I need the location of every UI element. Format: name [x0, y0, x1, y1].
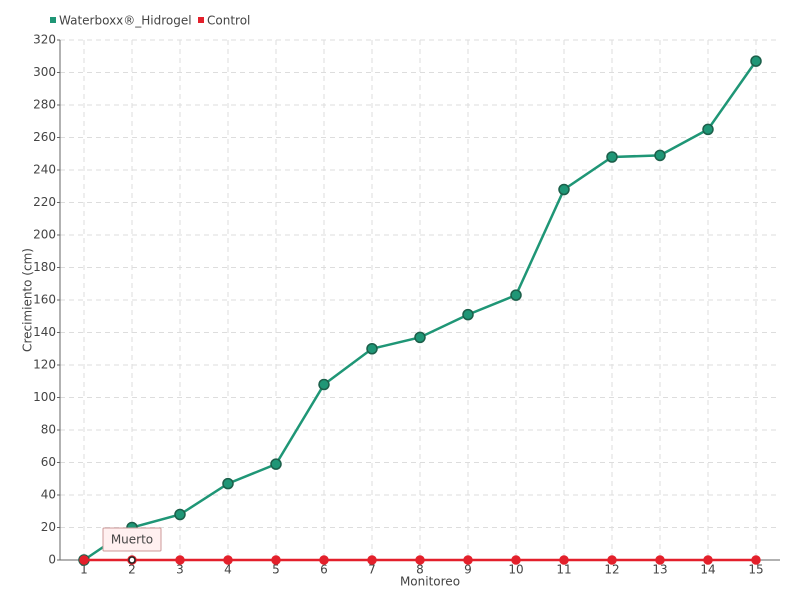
legend-label: Waterboxx®_Hidrogel [59, 14, 192, 28]
y-tick-label: 300 [33, 65, 56, 79]
point [510, 289, 522, 301]
point [751, 555, 761, 565]
point [607, 555, 617, 565]
y-tick-label: 60 [41, 455, 56, 469]
y-tick-label: 100 [33, 390, 56, 404]
y-tick-label: 260 [33, 130, 56, 144]
x-tick-label: 12 [604, 563, 619, 577]
point [703, 555, 713, 565]
point [462, 308, 474, 321]
x-tick-label: 7 [368, 563, 376, 577]
point [318, 378, 330, 391]
point [271, 555, 281, 565]
x-tick-label: 5 [272, 563, 280, 577]
point [655, 555, 665, 565]
point [415, 555, 425, 565]
x-tick-label: 14 [700, 563, 715, 577]
x-tick-label: 3 [176, 563, 184, 577]
y-tick-label: 280 [33, 98, 56, 112]
point [654, 149, 666, 162]
point [463, 555, 473, 565]
y-tick-label: 40 [41, 488, 56, 502]
y-tick-label: 220 [33, 195, 56, 209]
y-tick-label: 80 [41, 423, 56, 437]
x-tick-label: 8 [416, 563, 424, 577]
legend-swatch [50, 17, 56, 23]
point [223, 555, 233, 565]
point [367, 555, 377, 565]
x-tick-label: 4 [224, 563, 232, 577]
y-tick-label: 180 [33, 260, 56, 274]
point [222, 477, 234, 490]
point [558, 183, 570, 196]
annotation-box [102, 527, 162, 552]
y-tick-label: 120 [33, 358, 56, 372]
point [174, 508, 186, 521]
point [414, 331, 426, 344]
point [750, 55, 762, 67]
annotation-marker [128, 556, 136, 564]
x-tick-label: 13 [652, 563, 667, 577]
y-tick-label: 140 [33, 325, 56, 339]
y-tick-label: 200 [33, 228, 56, 242]
x-axis-label: Monitoreo [400, 575, 460, 589]
annotation: Muerto [111, 533, 153, 547]
point [366, 343, 378, 355]
point [606, 151, 618, 163]
point [559, 555, 569, 565]
y-tick-label: 320 [33, 33, 56, 47]
y-tick-label: 0 [48, 553, 56, 567]
point [702, 123, 714, 136]
y-tick-label: 240 [33, 163, 56, 177]
point [270, 458, 282, 470]
x-tick-label: 1 [80, 563, 88, 577]
point [319, 555, 329, 565]
y-axis-label: Crecimiento (cm) [21, 248, 35, 352]
y-tick-label: 20 [41, 520, 56, 534]
x-tick-label: 15 [748, 563, 763, 577]
x-tick-label: 9 [464, 563, 472, 577]
legend-swatch [198, 17, 204, 23]
point [511, 555, 521, 565]
point [175, 555, 185, 565]
x-tick-label: 10 [508, 563, 523, 577]
x-tick-label: 2 [128, 563, 136, 577]
point [79, 555, 89, 565]
x-tick-label: 6 [320, 563, 328, 577]
y-tick-label: 160 [33, 293, 56, 307]
legend-label: Control [207, 14, 250, 28]
x-tick-label: 11 [556, 563, 571, 577]
